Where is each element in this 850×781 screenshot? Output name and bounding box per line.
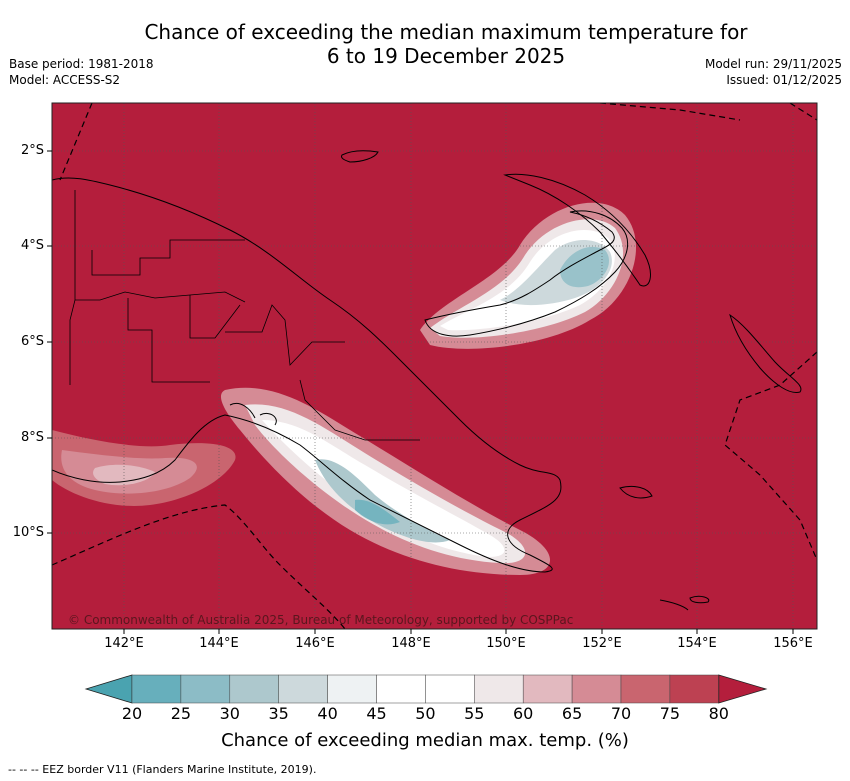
colorbar-segment bbox=[376, 674, 426, 704]
lat-label-6s: 6°S bbox=[20, 334, 44, 349]
colorbar-title: Chance of exceeding median max. temp. (%… bbox=[221, 730, 629, 751]
colorbar-tick-label: 65 bbox=[561, 704, 583, 723]
west-anomaly-region bbox=[52, 430, 236, 506]
colorbar-tick-label: 70 bbox=[610, 704, 632, 723]
new-britain-coast bbox=[424, 210, 629, 337]
copyright-notice: © Commonwealth of Australia 2025, Bureau… bbox=[68, 613, 574, 627]
model-label: Model: ACCESS-S2 bbox=[9, 73, 121, 87]
colorbar-segment bbox=[620, 674, 671, 704]
lon-label-156e: 156°E bbox=[773, 636, 813, 651]
colorbar-tick-label: 60 bbox=[513, 704, 534, 723]
south-anomaly-region bbox=[220, 387, 550, 575]
colorbar-segment bbox=[425, 674, 475, 704]
lon-label-152e: 152°E bbox=[582, 636, 622, 651]
colorbar-arrow-high bbox=[718, 674, 768, 704]
lon-label-150e: 150°E bbox=[486, 636, 526, 651]
colorbar-segment bbox=[131, 674, 182, 704]
lon-label-142e: 142°E bbox=[104, 636, 144, 651]
lon-label-154e: 154°E bbox=[677, 636, 717, 651]
colorbar-segment bbox=[180, 674, 231, 704]
colorbar-tick-label: 25 bbox=[170, 704, 192, 723]
meta-left: Base period: 1981-2018 Model: ACCESS-S2 bbox=[9, 56, 154, 88]
map-frame bbox=[51, 102, 818, 630]
new-guinea-coast bbox=[52, 177, 562, 573]
lon-label-148e: 148°E bbox=[391, 636, 431, 651]
colorbar-arrow-low bbox=[84, 674, 133, 704]
colorbar-tick-label: 35 bbox=[268, 704, 289, 723]
colorbar-tick-label: 55 bbox=[464, 704, 485, 723]
base-period-label: Base period: 1981-2018 bbox=[9, 57, 154, 71]
colorbar-tick-label: 40 bbox=[317, 704, 338, 723]
colorbar-segment bbox=[327, 674, 377, 704]
eez-borders bbox=[52, 103, 817, 629]
map-title: Chance of exceeding the median maximum t… bbox=[144, 20, 748, 68]
colorbar-segment bbox=[522, 674, 573, 704]
colorbar-tick-label: 80 bbox=[708, 704, 729, 723]
meta-right: Model run: 29/11/2025 Issued: 01/12/2025 bbox=[705, 56, 842, 88]
colorbar-segment bbox=[278, 674, 328, 704]
colorbar-tick-label: 75 bbox=[659, 704, 681, 723]
north-anomaly-region bbox=[420, 202, 637, 349]
coastlines bbox=[52, 150, 802, 611]
lon-label-146e: 146°E bbox=[295, 636, 335, 651]
lat-label-10s: 10°S bbox=[12, 525, 44, 540]
colorbar-tick-label: 45 bbox=[366, 704, 387, 723]
western-islands bbox=[229, 403, 710, 611]
colorbar-segment bbox=[571, 674, 622, 704]
colorbar-tick-label: 20 bbox=[121, 704, 143, 723]
colorbar-segment bbox=[229, 674, 279, 704]
lon-label-144e: 144°E bbox=[199, 636, 239, 651]
colorbar-segment bbox=[669, 674, 720, 704]
lat-label-8s: 8°S bbox=[20, 430, 44, 445]
lat-label-4s: 4°S bbox=[20, 238, 44, 253]
bougainville-coast bbox=[729, 313, 802, 394]
lat-label-2s: 2°S bbox=[20, 143, 44, 158]
colorbar-segment bbox=[474, 674, 524, 704]
new-ireland-coast bbox=[503, 173, 651, 287]
gridlines bbox=[52, 103, 817, 629]
model-run-label: Model run: 29/11/2025 bbox=[704, 57, 842, 71]
colorbar-tick-label: 50 bbox=[415, 704, 436, 723]
eez-footnote: -- -- -- EEZ border V11 (Flanders Marine… bbox=[8, 763, 317, 776]
colorbar-tick-label: 30 bbox=[219, 704, 240, 723]
issued-label: Issued: 01/12/2025 bbox=[726, 73, 842, 87]
province-borders bbox=[69, 190, 420, 441]
manus-coast bbox=[341, 150, 379, 163]
